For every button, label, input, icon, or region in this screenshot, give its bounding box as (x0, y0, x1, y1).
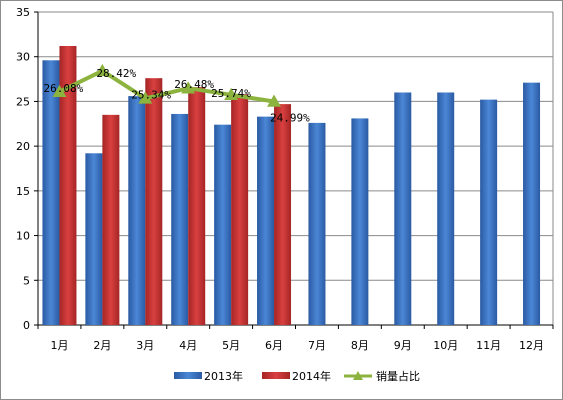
y-tick-label: 35 (16, 6, 30, 19)
legend-label: 2014年 (292, 369, 331, 383)
bars (42, 45, 541, 326)
x-tick-label: 11月 (476, 339, 501, 352)
ratio-data-label: 26.48% (174, 78, 214, 91)
x-tick-label: 1月 (50, 339, 68, 352)
bar-2014 (231, 94, 249, 325)
bar-2014 (145, 78, 163, 325)
ratio-point (181, 81, 196, 94)
bar-2013 (214, 124, 232, 326)
legend-swatch (174, 372, 202, 379)
y-tick-label: 5 (23, 274, 30, 287)
ratio-point (52, 84, 67, 98)
x-tick-label: 5月 (222, 339, 240, 352)
x-tick-label: 3月 (136, 339, 154, 352)
y-tick-label: 25 (16, 95, 30, 108)
bar-2014 (188, 87, 206, 326)
bar-2013 (437, 92, 455, 325)
bar-2014 (274, 104, 292, 326)
y-tick-label: 15 (16, 185, 30, 198)
bar-2013 (171, 113, 189, 325)
x-tick-label: 4月 (179, 339, 197, 352)
data-labels: 26.08% 28.42% 25.34%26.48%25.74% 24.99% (43, 67, 310, 125)
bar-2013 (394, 92, 412, 325)
bar-2014 (102, 114, 120, 325)
ratio-data-label: 25.74% (211, 87, 251, 100)
axes (34, 11, 554, 329)
x-tick-label: 6月 (265, 339, 283, 352)
x-tick-label: 8月 (351, 339, 369, 352)
ratio-point (224, 87, 239, 101)
legend: 2013年 2014年 销量占比 (174, 369, 420, 383)
x-tick-label: 12月 (519, 339, 544, 352)
bar-2013 (480, 99, 498, 325)
bar-2013 (308, 122, 326, 326)
x-tick-label: 9月 (394, 339, 412, 352)
ratio-series-line (58, 68, 275, 104)
ratio-data-label: 28.42% (96, 67, 136, 80)
y-tick-label: 30 (16, 51, 30, 64)
legend-label: 销量占比 (376, 369, 420, 383)
legend-swatch (262, 372, 290, 379)
ratio-data-label: 24.99% (270, 112, 310, 125)
ratio-data-label: 26.08% (43, 82, 83, 95)
bar-2013 (128, 96, 146, 325)
bar-2013 (257, 116, 275, 325)
tick-labels: 0 5 10 15 20 25 30 35 1月 2月 3月 4月 5月 6月 7月 8月 9月 10月 11月 12… (16, 6, 544, 352)
x-tick-label: 10月 (433, 339, 458, 352)
y-tick-label: 10 (16, 230, 30, 243)
ratio-point (138, 91, 153, 104)
y-tick-label: 0 (23, 319, 30, 332)
ratio-line (52, 63, 282, 107)
bar-2013 (85, 153, 103, 325)
legend-marker (353, 371, 363, 380)
x-tick-label: 2月 (93, 339, 111, 352)
bar-2013 (351, 118, 369, 325)
bar-2013 (42, 60, 60, 325)
x-tick-label: 7月 (308, 339, 326, 352)
ratio-point (267, 94, 282, 107)
ratio-point (95, 63, 110, 77)
ratio-data-label: 25.34% (131, 88, 171, 101)
legend-label: 2013年 (204, 369, 243, 383)
bar-2014 (59, 45, 77, 326)
gridlines (38, 11, 554, 325)
y-tick-label: 20 (16, 140, 30, 153)
bar-2013 (523, 82, 541, 325)
